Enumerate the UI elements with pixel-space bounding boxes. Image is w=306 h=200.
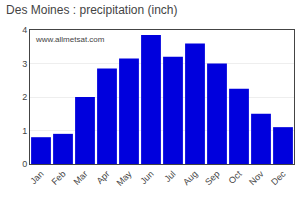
svg-text:www.allmetsat.com: www.allmetsat.com bbox=[35, 35, 105, 44]
svg-text:1: 1 bbox=[22, 126, 27, 136]
svg-text:Dec: Dec bbox=[269, 168, 288, 187]
svg-text:3: 3 bbox=[22, 59, 27, 69]
svg-text:Apr: Apr bbox=[95, 169, 112, 186]
svg-text:Aug: Aug bbox=[181, 169, 199, 187]
svg-text:Jun: Jun bbox=[138, 169, 155, 186]
svg-text:Mar: Mar bbox=[72, 169, 90, 187]
svg-text:0: 0 bbox=[22, 159, 27, 169]
svg-text:Jan: Jan bbox=[28, 169, 45, 186]
svg-text:May: May bbox=[114, 168, 133, 187]
svg-text:2: 2 bbox=[22, 92, 27, 102]
svg-text:Oct: Oct bbox=[227, 168, 244, 185]
svg-text:Nov: Nov bbox=[247, 168, 266, 187]
svg-text:Sep: Sep bbox=[203, 169, 221, 187]
svg-text:Des Moines : precipitation (in: Des Moines : precipitation (inch) bbox=[6, 3, 177, 17]
svg-text:Jul: Jul bbox=[162, 169, 177, 184]
svg-text:Feb: Feb bbox=[50, 169, 68, 187]
svg-text:4: 4 bbox=[22, 25, 27, 35]
